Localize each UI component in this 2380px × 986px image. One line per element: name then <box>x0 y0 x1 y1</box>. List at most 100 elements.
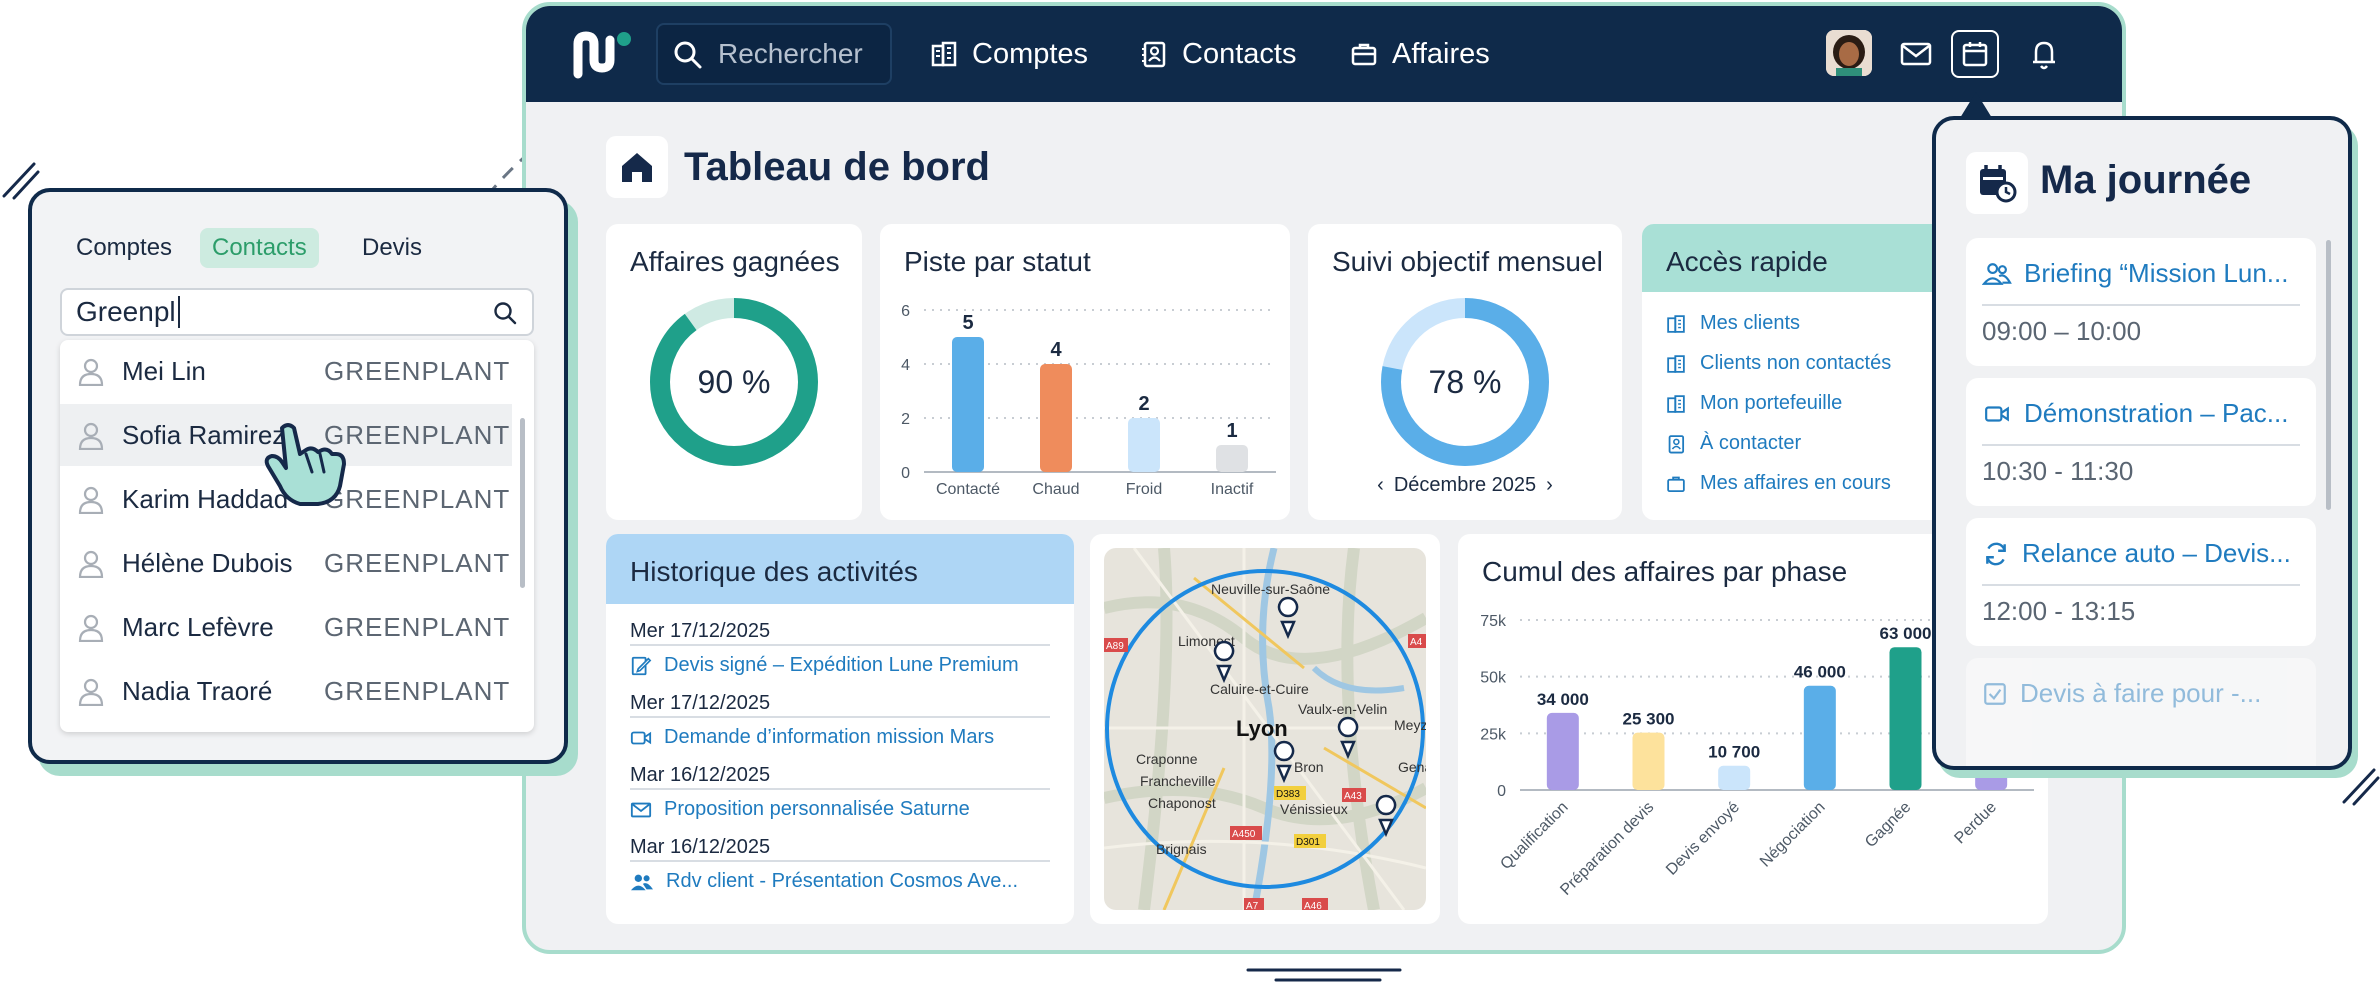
briefcase-icon <box>1667 476 1685 492</box>
result-company: GREENPLANT <box>324 611 511 642</box>
bar-value-label: 5 <box>962 312 973 334</box>
result-row[interactable]: Mei Lin GREENPLANT <box>60 340 512 402</box>
map-pin-icon[interactable] <box>1273 740 1295 784</box>
divider <box>630 644 1050 646</box>
bar <box>952 337 984 472</box>
activity-label: Rdv client - Présentation Cosmos Ave... <box>666 870 1019 892</box>
map-pin-icon[interactable] <box>1375 794 1397 838</box>
quick-link-affaires-en-cours[interactable]: Mes affaires en cours <box>1666 472 1891 495</box>
map-place: Bron <box>1294 759 1324 775</box>
result-row[interactable]: Marc Lefèvre GREENPLANT <box>60 596 512 658</box>
event-card[interactable]: Démonstration – Pac... 10:30 - 11:30 <box>1966 378 2316 506</box>
text-caret <box>177 296 180 328</box>
nav-contacts[interactable]: Contacts <box>1140 36 1296 72</box>
calendar-pointer <box>1960 92 1992 118</box>
day-scrollbar[interactable] <box>2326 240 2331 510</box>
activity-history-card: Historique des activités Mer 17/12/2025 … <box>606 534 1074 924</box>
activity-item[interactable]: Proposition personnalisée Saturne <box>630 798 970 821</box>
briefcase-icon <box>1351 43 1377 66</box>
pipeline-status-chart: 0 2 4 6 5 Contacté 4 Chaud 2 Froid 1 Inactif <box>901 303 1276 498</box>
x-tick-label: Chaud <box>1032 481 1079 498</box>
mail-icon[interactable] <box>1900 30 1932 78</box>
decor-strokes-left <box>2 162 40 200</box>
decor-lines-bottom <box>1246 968 1402 982</box>
map-place: Neuville-sur-Saône <box>1211 581 1330 597</box>
nav-affaires-label: Affaires <box>1392 37 1490 70</box>
building-icon <box>1667 314 1685 333</box>
quick-link-label: Mon portefeuille <box>1700 392 1843 414</box>
territory-map[interactable]: Neuville-sur-Saône Limonest Caluire-et-C… <box>1104 548 1426 910</box>
calendar-clock-icon <box>1980 165 2017 203</box>
user-avatar[interactable] <box>1826 30 1872 76</box>
bell-icon[interactable] <box>2028 30 2060 78</box>
activity-item[interactable]: Rdv client - Présentation Cosmos Ave... <box>630 870 1018 893</box>
quick-access-card: Accès rapide Mes clients Clients non con… <box>1642 224 1962 520</box>
prev-month-button[interactable]: ‹ <box>1377 474 1384 496</box>
monthly-goal-value: 78 % <box>1429 364 1502 400</box>
result-row[interactable]: Nadia Traoré GREENPLANT <box>60 660 512 722</box>
y-tick-label: 0 <box>901 465 910 482</box>
event-card-faded[interactable]: Devis à faire pour -... <box>1966 658 2316 766</box>
y-tick-label: 25k <box>1480 726 1507 743</box>
building-icon <box>1667 354 1685 373</box>
result-name: Marc Lefèvre <box>122 611 274 642</box>
map-place: Chaponost <box>1148 795 1216 811</box>
event-card[interactable]: Briefing “Mission Lun... 09:00 – 10:00 <box>1966 238 2316 366</box>
person-icon <box>78 678 104 706</box>
road-sign: A4 <box>1410 637 1423 648</box>
building-icon <box>931 41 957 67</box>
search-icon[interactable] <box>492 300 518 326</box>
person-icon <box>78 422 104 450</box>
quick-link-non-contactes[interactable]: Clients non contactés <box>1666 352 1891 375</box>
contact-card-icon <box>1142 41 1166 68</box>
person-icon <box>78 550 104 578</box>
cumulative-deals-chart: 0 25k 50k 75k 34 000 Qualification 25 300 Prépa… <box>1480 613 2034 899</box>
bar <box>1718 765 1751 790</box>
result-name: Mei Lin <box>122 355 206 386</box>
activity-label: Proposition personnalisée Saturne <box>664 798 970 820</box>
result-row[interactable]: Karim Haddad GREENPLANT <box>60 468 512 530</box>
calendar-button[interactable] <box>1951 30 1999 78</box>
result-row[interactable]: Hélène Dubois GREENPLANT <box>60 532 512 594</box>
map-pin-icon[interactable] <box>1213 640 1235 684</box>
bar-value-label: 34 000 <box>1537 690 1589 709</box>
nav-comptes[interactable]: Comptes <box>930 36 1088 72</box>
tab-contacts[interactable]: Contacts <box>200 228 319 268</box>
map-pin-icon[interactable] <box>1277 596 1299 640</box>
result-name: Karim Haddad <box>122 483 289 514</box>
y-tick-label: 6 <box>901 303 910 320</box>
y-tick-label: 50k <box>1480 670 1507 687</box>
hand-cursor-icon <box>264 423 346 506</box>
event-card[interactable]: Relance auto – Devis... 12:00 - 13:15 <box>1966 518 2316 646</box>
results-scrollbar[interactable] <box>520 418 525 588</box>
cumulative-deals-title: Cumul des affaires par phase <box>1482 556 1848 587</box>
home-icon <box>622 153 652 182</box>
quick-link-a-contacter[interactable]: À contacter <box>1666 432 1801 455</box>
next-month-button[interactable]: › <box>1546 474 1553 496</box>
home-badge[interactable] <box>606 136 668 198</box>
activity-date: Mer 17/12/2025 <box>630 692 771 714</box>
divider <box>1982 584 2300 586</box>
map-place: Craponne <box>1136 751 1198 767</box>
quick-link-label: Clients non contactés <box>1700 352 1892 374</box>
map-pin-icon[interactable] <box>1337 716 1359 760</box>
bar <box>1975 771 2008 790</box>
divider <box>1982 444 2300 446</box>
contact-search-input[interactable]: Greenpl <box>60 288 534 336</box>
map-place: Brignais <box>1156 841 1207 857</box>
result-company: GREENPLANT <box>324 419 511 450</box>
activity-item[interactable]: Devis signé – Expédition Lune Premium <box>630 654 1019 677</box>
quick-link-portefeuille[interactable]: Mon portefeuille <box>1666 392 1842 415</box>
activity-item[interactable]: Demande d’information mission Mars <box>630 726 994 749</box>
road-sign: A7 <box>1246 901 1259 910</box>
global-search-input[interactable]: Rechercher <box>656 23 892 85</box>
quick-link-mes-clients[interactable]: Mes clients <box>1666 312 1800 335</box>
x-tick-label: Qualification <box>1497 799 1571 873</box>
person-icon <box>78 614 104 642</box>
event-time: 12:00 - 13:15 <box>1982 596 2136 626</box>
map-city: Lyon <box>1236 716 1288 741</box>
pipeline-status-card: Piste par statut 0 2 4 6 5 Contacté 4 Chaud 2 Fro… <box>880 224 1290 520</box>
tab-devis[interactable]: Devis <box>362 234 423 261</box>
tab-comptes[interactable]: Comptes <box>76 234 173 261</box>
nav-affaires[interactable]: Affaires <box>1350 36 1490 72</box>
